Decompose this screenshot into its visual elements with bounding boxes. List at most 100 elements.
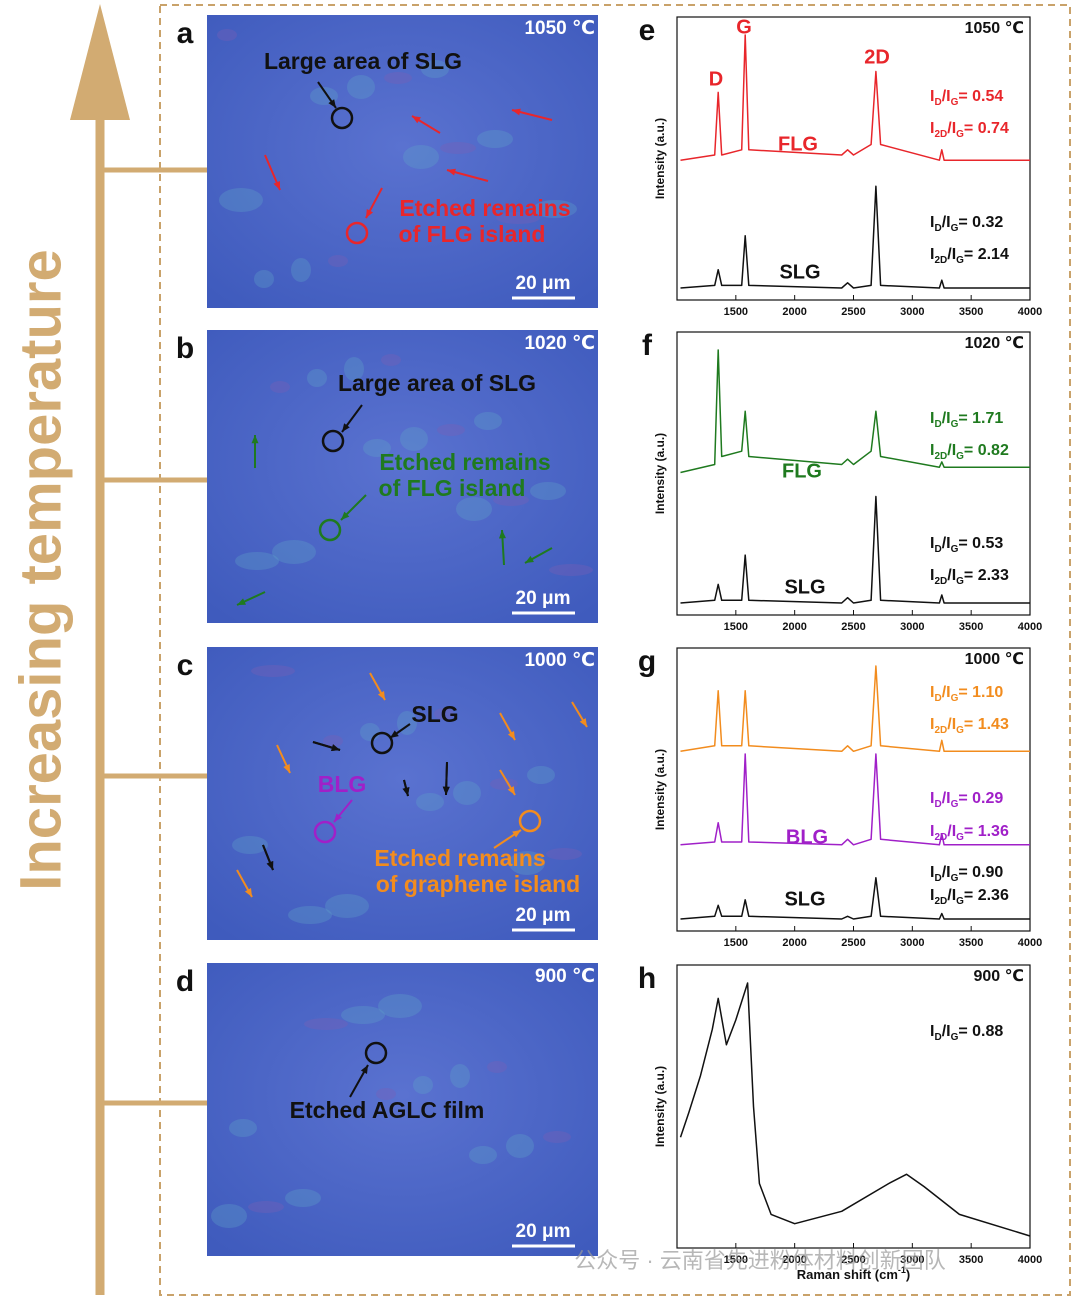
annotation-text: Etched remains (399, 195, 570, 221)
ratio-text: = 0.32 (958, 214, 1003, 231)
trace-label: BLG (786, 826, 828, 848)
ratio-text: = 1.43 (964, 716, 1009, 733)
x-tick-label: 1500 (724, 621, 748, 633)
ratio-text: = 1.10 (958, 684, 1003, 701)
ratio-label: ID/IG= 0.29 (930, 790, 1003, 809)
ratio-subscript: D (934, 97, 941, 108)
arrow-head (237, 598, 246, 605)
x-tick-label: 3500 (959, 306, 983, 318)
texture-patch (229, 1119, 257, 1137)
ratio-text: /I (942, 684, 951, 701)
arrow-head (507, 786, 515, 795)
ratio-subscript: D (934, 873, 941, 884)
ratio-label: ID/IG= 1.10 (930, 684, 1003, 703)
panel-letter: e (639, 14, 656, 47)
panel-letter: b (176, 332, 194, 365)
x-tick-label: 2500 (841, 937, 865, 949)
temperature-arrow (70, 4, 230, 1295)
panel-letter: f (642, 329, 653, 362)
arrow-head (244, 888, 252, 897)
ratio-text: /I (942, 864, 951, 881)
arrow-head (342, 423, 350, 432)
x-tick-label: 4000 (1018, 1254, 1042, 1266)
ratio-label: ID/IG= 0.90 (930, 864, 1003, 883)
arrow-head (390, 730, 399, 738)
temperature-label: 1050 ℃ (965, 20, 1024, 37)
annotation-text: Etched AGLC film (290, 1097, 485, 1123)
spectrum-line (680, 877, 1030, 920)
x-tick-label: 1500 (724, 306, 748, 318)
texture-patch (384, 72, 412, 84)
ratio-text: /I (942, 88, 951, 105)
ratio-label: I2D/IG= 0.74 (930, 120, 1009, 139)
annotation-circle (364, 1041, 388, 1065)
ratio-text: I (930, 214, 934, 231)
panel-letter: d (176, 965, 194, 998)
texture-patch (248, 1201, 284, 1213)
arrow-head (442, 786, 450, 795)
texture-patch (403, 145, 439, 169)
annotation-text: Large area of SLG (338, 370, 536, 396)
ratio-text: I (930, 120, 934, 137)
ratio-subscript: D (934, 419, 941, 430)
scale-label: 20 μm (516, 273, 571, 294)
ratio-label: I2D/IG= 0.82 (930, 442, 1009, 461)
ratio-subscript: G (956, 576, 964, 587)
ratio-label: ID/IG= 0.53 (930, 535, 1003, 554)
texture-patch (235, 552, 279, 570)
texture-patch (456, 497, 492, 521)
texture-patch (413, 1076, 433, 1094)
spectrum-line (680, 349, 1030, 474)
ratio-label: ID/IG= 0.54 (930, 88, 1003, 107)
ratio-label: I2D/IG= 2.36 (930, 887, 1009, 906)
arrow-head (402, 787, 410, 796)
micrograph (207, 15, 598, 308)
arrow-head (366, 209, 373, 218)
texture-patch (304, 1018, 348, 1030)
arrow-head (412, 116, 421, 124)
ratio-subscript: 2D (934, 129, 947, 140)
texture-patch (378, 994, 422, 1018)
micrograph (207, 963, 598, 1256)
spectrum-panel: f 1020 ℃ Intensity (a.u.) 1500 2000 2500 3000 3… (642, 329, 1042, 633)
ratio-text: = 1.36 (964, 823, 1009, 840)
ratio-text: = 1.71 (958, 410, 1003, 427)
texture-patch (474, 412, 502, 430)
spectrum-panel: e 1050 ℃ Intensity (a.u.) 1500 2000 2500 3000 3… (639, 14, 1043, 318)
texture-patch (437, 424, 465, 436)
arrow-head (283, 764, 290, 773)
texture-patch (363, 439, 391, 457)
texture-patch (533, 200, 577, 218)
ratio-subscript: G (951, 799, 959, 810)
texture-patch (496, 212, 540, 224)
ratio-subscript: D (934, 544, 941, 555)
y-axis-label: Intensity (a.u.) (653, 1066, 667, 1147)
annotation-text: BLG (318, 771, 367, 797)
scale-label: 20 μm (516, 1221, 571, 1242)
annotation-circle (321, 429, 345, 453)
ratio-text: I (930, 246, 934, 263)
texture-patch (323, 735, 343, 747)
arrow-head (251, 435, 259, 444)
ratio-subscript: 2D (934, 576, 947, 587)
micrograph-panel: b 1020 ℃ 20 μm Large area of SLG Etched rema… (176, 330, 598, 623)
ratio-text: = 0.29 (958, 790, 1003, 807)
texture-patch (440, 142, 476, 154)
texture-patch (344, 357, 364, 381)
panel-letter: c (177, 649, 194, 682)
ratio-subscript: G (951, 544, 959, 555)
texture-patch (291, 258, 311, 282)
texture-patch (211, 1204, 247, 1228)
ratio-text: = 0.82 (964, 442, 1009, 459)
temperature-label: 1050 ℃ (524, 18, 595, 39)
annotation-circle (345, 221, 369, 245)
superscript: -1 (898, 1265, 906, 1275)
texture-patch (453, 781, 481, 805)
x-axis-label: Raman shift (cm-1) (797, 1265, 911, 1282)
texture-patch (487, 1061, 507, 1073)
peak-label: D (709, 68, 723, 90)
trace-label: SLG (784, 576, 825, 598)
arrow-head (377, 691, 385, 700)
plot-frame (676, 964, 1031, 1249)
ratio-text: /I (942, 535, 951, 552)
